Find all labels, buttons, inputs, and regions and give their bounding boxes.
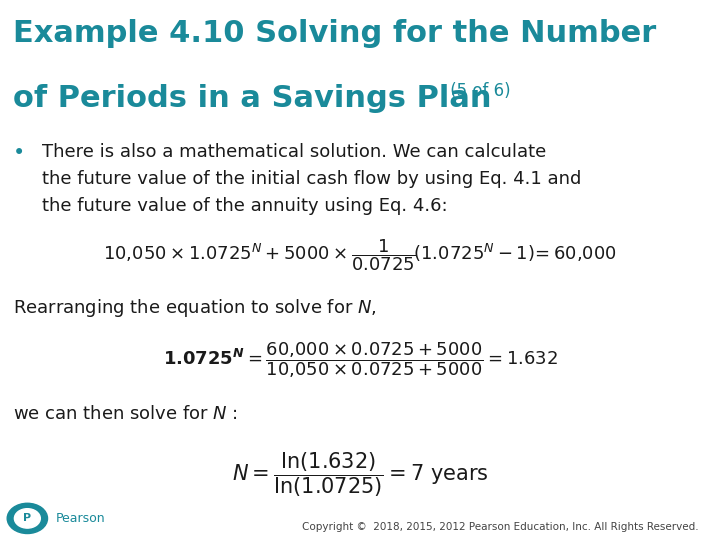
Text: There is also a mathematical solution. We can calculate: There is also a mathematical solution. W…	[42, 143, 546, 161]
Text: $\mathbf{1.0725}^{\boldsymbol{N}}=\dfrac{60{,}000\times0.0725+5000}{10{,}050\tim: $\mathbf{1.0725}^{\boldsymbol{N}}=\dfrac…	[163, 340, 557, 380]
Text: (5 of 6): (5 of 6)	[445, 82, 510, 100]
Text: Pearson: Pearson	[56, 512, 106, 525]
Text: we can then solve for $\mathit{N}$ :: we can then solve for $\mathit{N}$ :	[13, 405, 238, 423]
Text: •: •	[13, 143, 25, 163]
Text: Copyright ©  2018, 2015, 2012 Pearson Education, Inc. All Rights Reserved.: Copyright © 2018, 2015, 2012 Pearson Edu…	[302, 522, 698, 531]
Circle shape	[7, 503, 48, 534]
Text: $N=\dfrac{\mathrm{In}\left(1.632\right)}{\mathrm{In}\left(1.0725\right)}=7\ \mat: $N=\dfrac{\mathrm{In}\left(1.632\right)}…	[232, 451, 488, 500]
Text: Rearranging the equation to solve for $\mathit{N}$,: Rearranging the equation to solve for $\…	[13, 297, 377, 319]
Text: the future value of the annuity using Eq. 4.6:: the future value of the annuity using Eq…	[42, 197, 447, 215]
Text: P: P	[23, 514, 32, 523]
Circle shape	[14, 509, 40, 528]
Text: Example 4.10 Solving for the Number: Example 4.10 Solving for the Number	[13, 19, 656, 48]
Text: the future value of the initial cash flow by using Eq. 4.1 and: the future value of the initial cash flo…	[42, 170, 581, 188]
Text: of Periods in a Savings Plan: of Periods in a Savings Plan	[13, 84, 492, 113]
Text: $10{,}050\times1.0725^{N}+5000\times\dfrac{1}{0.0725}\!\left(1.0725^{N}-1\right): $10{,}050\times1.0725^{N}+5000\times\dfr…	[103, 238, 617, 273]
